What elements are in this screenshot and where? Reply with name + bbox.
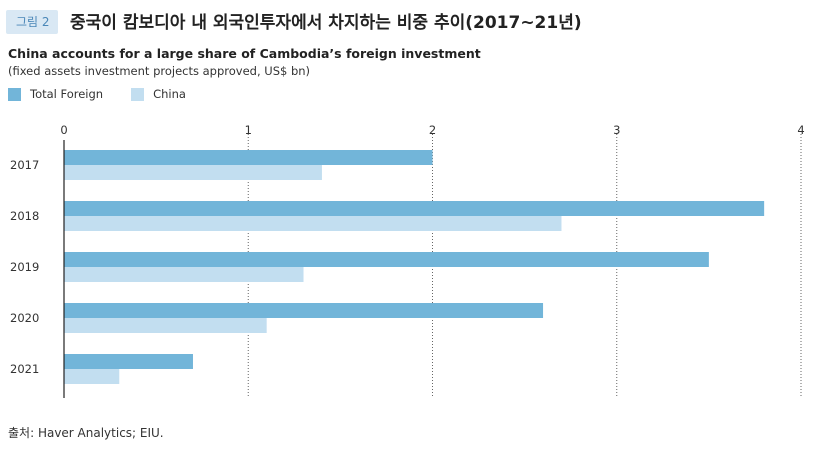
legend-item-total-foreign: Total Foreign	[8, 87, 103, 101]
category-label-2019: 2019	[10, 260, 39, 274]
bar-total-foreign-2020	[64, 303, 544, 318]
legend-label-china: China	[153, 87, 186, 101]
category-label-2018: 2018	[10, 209, 39, 223]
x-tick-label-2: 2	[429, 123, 436, 137]
bar-china-2017	[64, 165, 322, 180]
bar-china-2019	[64, 267, 304, 282]
x-tick-label-1: 1	[245, 123, 252, 137]
x-tick-label-0: 0	[60, 123, 67, 137]
category-label-2021: 2021	[10, 362, 39, 376]
bar-total-foreign-2017	[64, 150, 433, 165]
legend-item-china: China	[131, 87, 186, 101]
x-tick-label-3: 3	[613, 123, 620, 137]
legend-swatch-china	[131, 87, 145, 101]
chart-subtitle: (fixed assets investment projects approv…	[8, 64, 311, 78]
bar-total-foreign-2019	[64, 252, 709, 267]
category-label-2020: 2020	[10, 311, 39, 325]
source-note: 출처: Haver Analytics; EIU.	[8, 426, 164, 440]
legend: Total Foreign China	[8, 87, 214, 101]
legend-label-total-foreign: Total Foreign	[30, 87, 104, 101]
figure-title: 중국이 캄보디아 내 외국인투자에서 차지하는 비중 추이(2017~21년)	[70, 13, 582, 33]
category-label-2017: 2017	[10, 158, 39, 172]
legend-swatch-total-foreign	[8, 87, 21, 101]
figure-tag: 그림 2	[6, 10, 58, 34]
bar-china-2020	[64, 318, 267, 333]
bar-china-2018	[64, 216, 562, 231]
x-tick-label-4: 4	[797, 123, 804, 137]
bar-total-foreign-2018	[64, 201, 765, 216]
bar-china-2021	[64, 369, 120, 384]
chart-title: China accounts for a large share of Camb…	[8, 46, 481, 61]
bar-total-foreign-2021	[64, 354, 193, 369]
